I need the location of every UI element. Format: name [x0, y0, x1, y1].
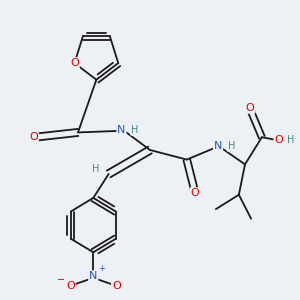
Text: H: H	[287, 135, 294, 146]
Text: O: O	[246, 103, 255, 113]
Text: O: O	[112, 281, 121, 291]
Text: +: +	[98, 264, 105, 273]
Text: −: −	[57, 275, 65, 285]
Text: O: O	[191, 188, 200, 198]
Text: O: O	[66, 281, 75, 291]
Text: H: H	[131, 125, 138, 135]
Text: O: O	[29, 132, 38, 142]
Text: O: O	[274, 135, 283, 146]
Text: H: H	[92, 164, 100, 174]
Text: N: N	[214, 141, 222, 151]
Text: O: O	[70, 58, 79, 68]
Text: H: H	[227, 141, 235, 151]
Text: N: N	[89, 271, 98, 281]
Text: N: N	[117, 125, 126, 135]
